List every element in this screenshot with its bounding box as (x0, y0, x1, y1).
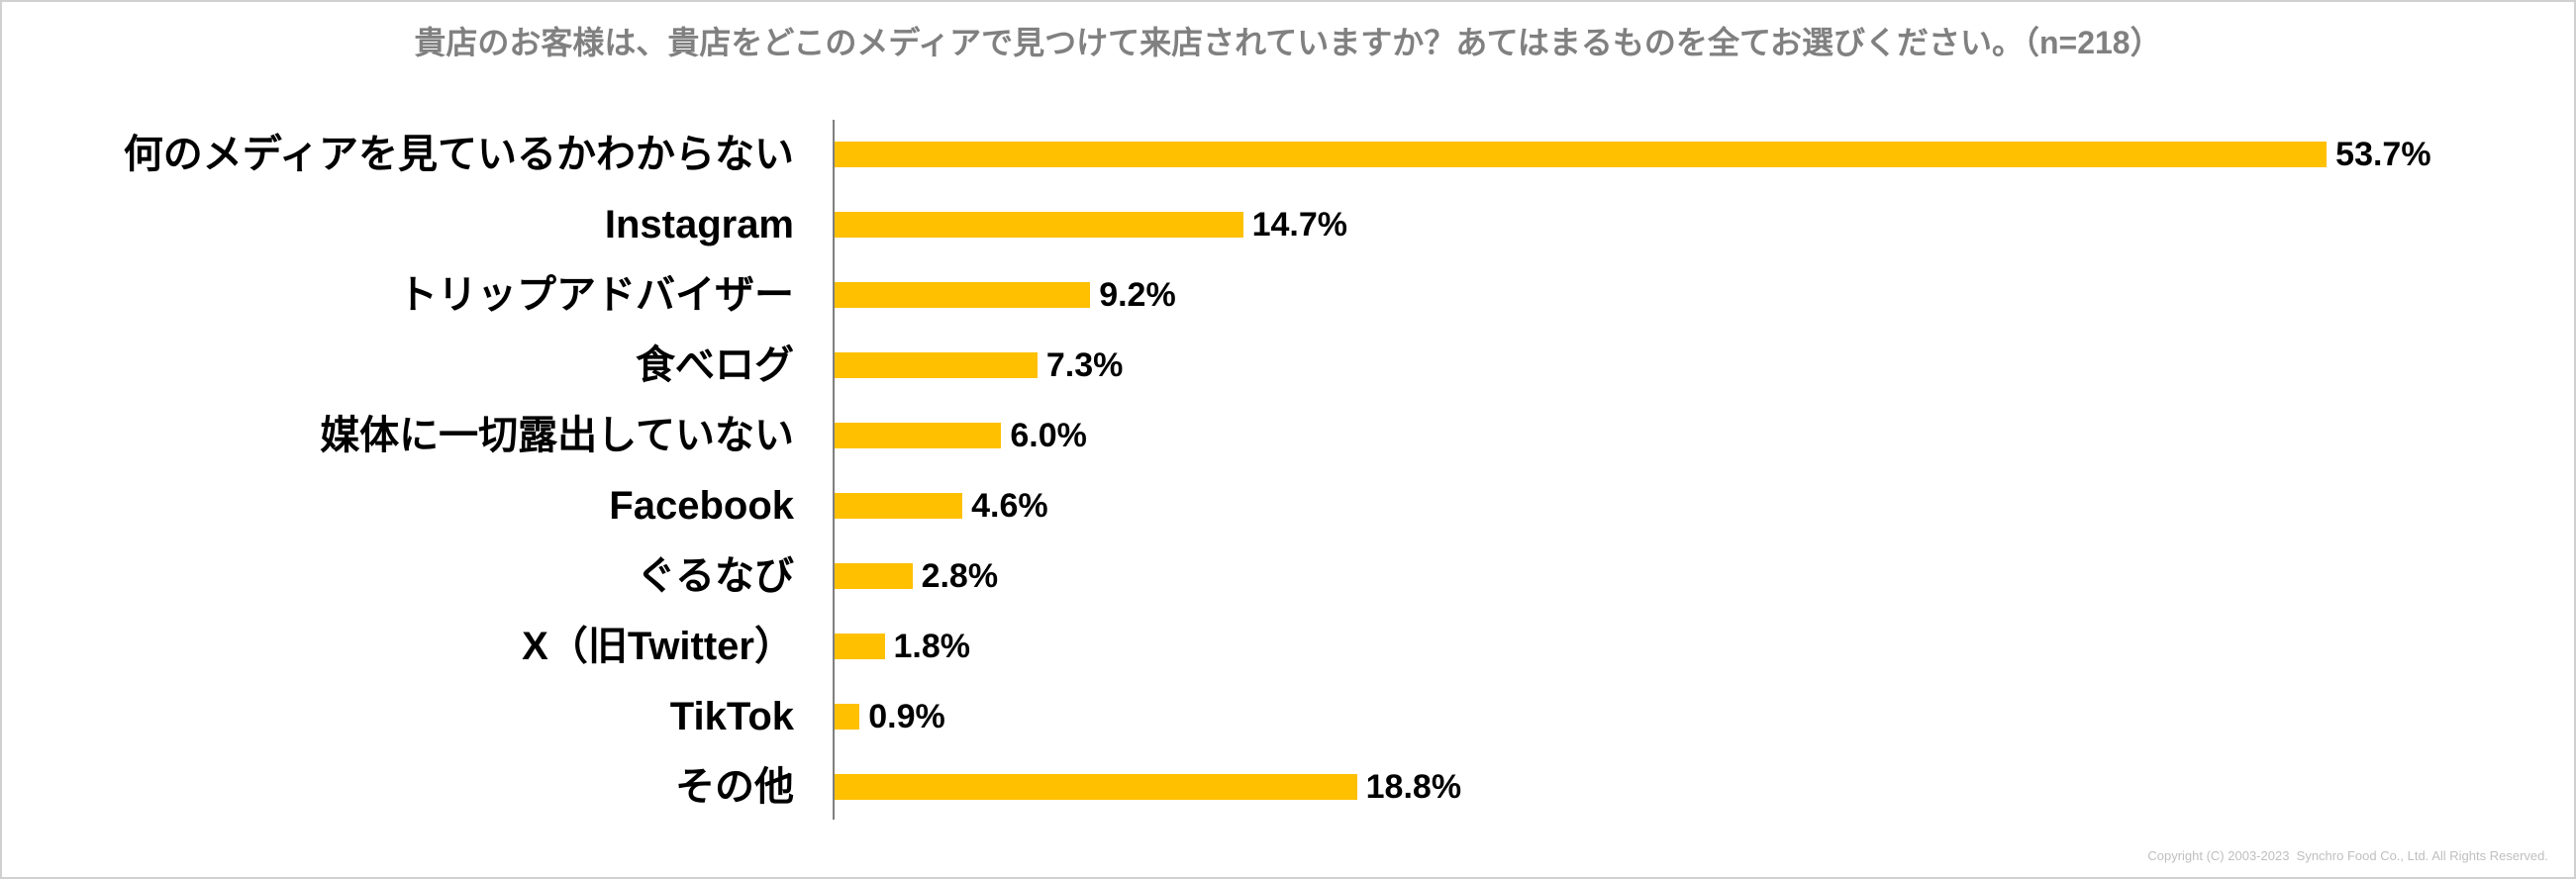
bar (835, 634, 885, 659)
bar (835, 282, 1091, 308)
value-label: 0.9% (868, 698, 945, 735)
category-label: TikTok (669, 695, 794, 738)
value-label: 2.8% (921, 557, 999, 595)
category-label: Instagram (604, 203, 794, 246)
value-label: 18.8% (1365, 768, 1462, 806)
value-label: 14.7% (1251, 206, 1347, 244)
category-axis-line (833, 120, 835, 820)
bar (835, 704, 860, 730)
category-label: ぐるなび (636, 554, 794, 598)
category-label: 食べログ (636, 343, 794, 387)
bar (835, 142, 2328, 167)
bar (835, 774, 1357, 800)
value-label: 7.3% (1045, 346, 1124, 384)
bar (835, 352, 1038, 378)
chart-title: 貴店のお客様は、貴店をどこのメディアで見つけて来店されていますか？あてはまるもの… (414, 25, 2162, 60)
category-label: 何のメディアを見ているかわからない (123, 133, 794, 176)
category-label: Facebook (609, 484, 794, 528)
bar (835, 563, 913, 589)
category-label: トリップアドバイザー (398, 273, 794, 317)
copyright-notice: Copyright (C) 2003-2023 Synchro Food Co.… (2147, 848, 2548, 863)
value-label: 53.7% (2335, 136, 2431, 173)
bar (835, 493, 963, 519)
value-label: 1.8% (893, 628, 971, 665)
category-label: 媒体に一切露出していない (320, 414, 794, 457)
bar (835, 423, 1002, 448)
bar (835, 212, 1243, 238)
value-label: 9.2% (1099, 276, 1176, 314)
value-label: 6.0% (1010, 417, 1087, 454)
category-label: X（旧Twitter） (522, 625, 794, 668)
category-label: その他 (675, 765, 794, 809)
value-label: 4.6% (971, 487, 1048, 525)
